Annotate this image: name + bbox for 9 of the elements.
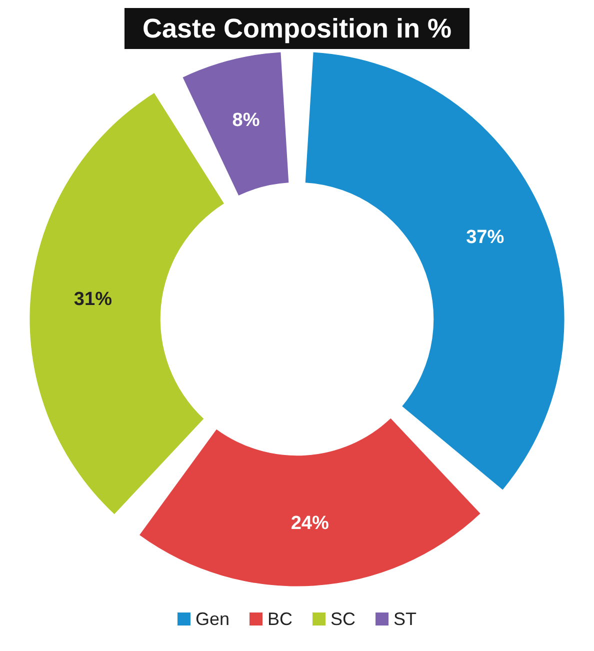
data-label: 24%: [290, 513, 329, 534]
data-label: 8%: [232, 110, 260, 131]
data-label: 37%: [466, 227, 504, 248]
legend-label: BC: [268, 609, 293, 629]
chart-title: Caste Composition in %: [142, 14, 452, 44]
data-label: 31%: [74, 289, 112, 310]
legend-label: Gen: [195, 609, 230, 629]
legend-label: SC: [330, 609, 356, 629]
legend-label: ST: [394, 609, 417, 629]
